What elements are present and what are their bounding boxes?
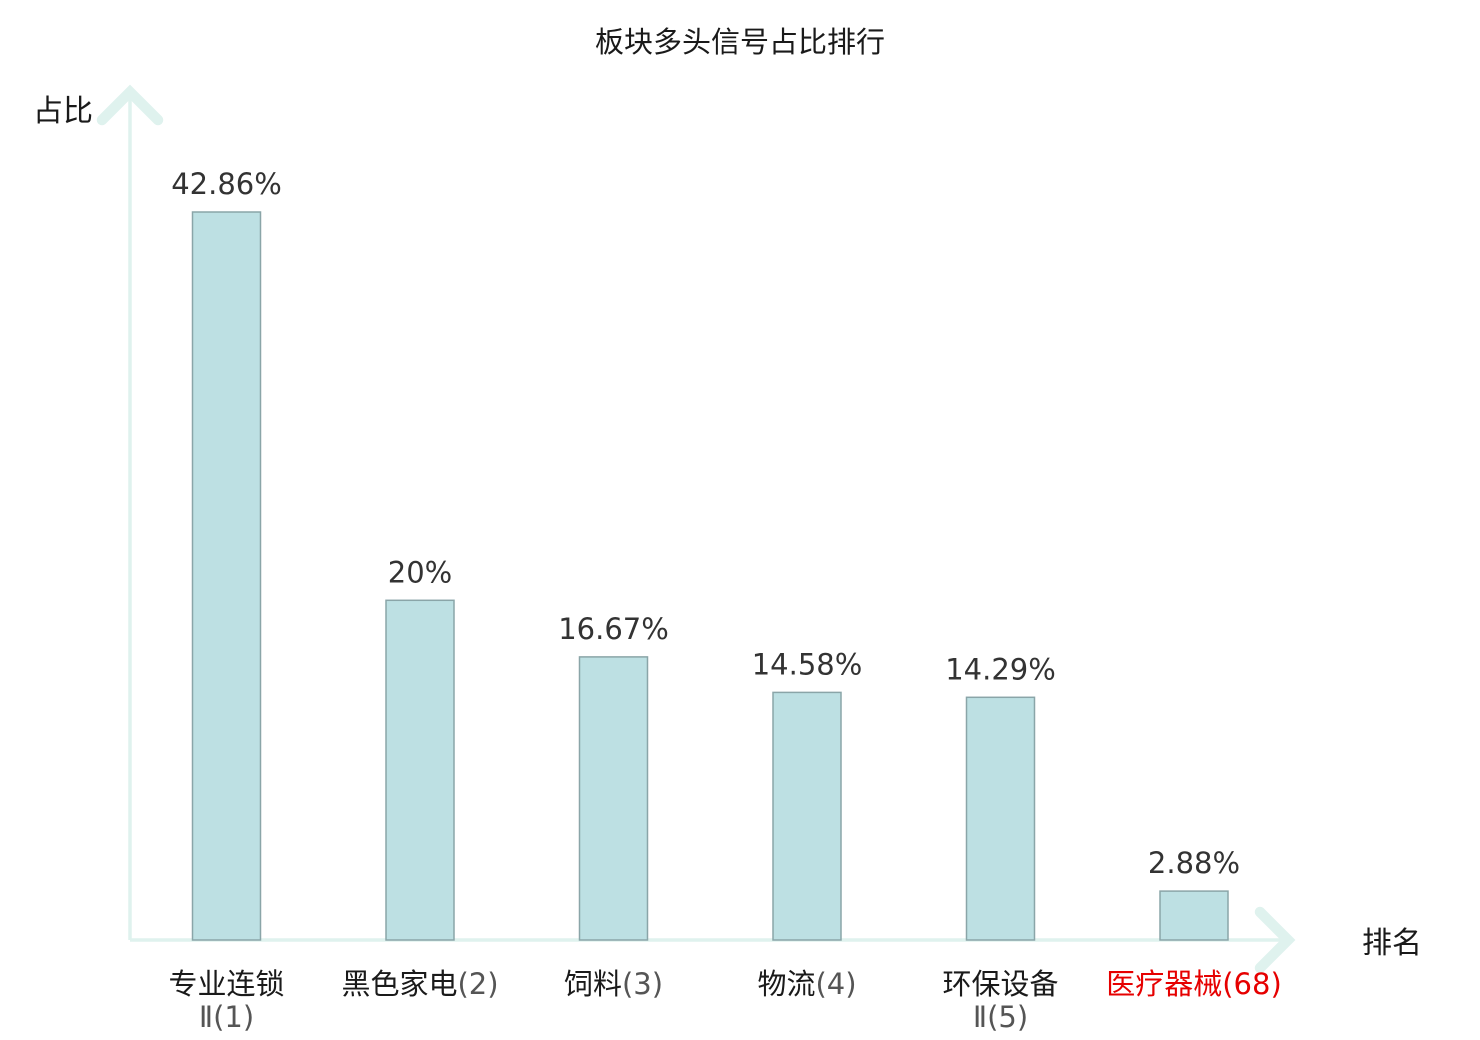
category-name: 专业连锁 [168,967,284,1001]
category-rank: (4) [815,967,856,1001]
category-label-2-line-1: 黑色家电(2) [341,967,498,1001]
category-label-1-line-2: Ⅱ(1) [199,1000,254,1034]
category-rank: (3) [622,967,663,1001]
category-name: 环保设备 [942,967,1058,1001]
value-label-1: 42.86% [171,167,282,201]
category-label-4-line-1: 物流(4) [757,967,856,1001]
category-label-5-line-2: Ⅱ(5) [973,1000,1028,1034]
y-axis-label: 占比 [33,94,93,129]
value-label-2: 20% [388,555,452,589]
category-label-6-line-1: 医疗器械(68) [1106,967,1282,1001]
category-name: 医疗器械 [1106,967,1222,1001]
value-label-5: 14.29% [945,652,1056,686]
bars-layer [191,211,1229,941]
category-rank: Ⅱ(1) [199,1000,254,1034]
category-rank: Ⅱ(5) [973,1000,1028,1034]
category-name: 黑色家电 [341,967,457,1001]
bar-5 [965,696,1036,941]
bar-4 [772,691,842,941]
category-label-3-line-1: 饲料(3) [564,967,663,1001]
x-axis-label: 排名 [1362,926,1422,961]
chart-title: 板块多头信号占比排行 [595,25,885,59]
value-label-3: 16.67% [558,612,669,646]
category-rank: (2) [457,967,498,1001]
value-labels-layer: 42.86% 20% 16.67% 14.58% 14.29% 2.88% [171,167,1240,880]
category-name: 饲料 [564,967,622,1001]
bar-2 [385,599,455,941]
value-label-4: 14.58% [752,647,863,681]
bar-1 [191,211,262,941]
bar-3 [578,656,649,941]
category-name: 物流 [757,967,815,1001]
category-rank: (68) [1222,967,1282,1001]
value-label-6: 2.88% [1148,846,1240,880]
category-label-1-line-1: 专业连锁 [168,967,284,1001]
category-label-5-line-1: 环保设备 [942,967,1058,1001]
bar-6 [1159,890,1229,941]
